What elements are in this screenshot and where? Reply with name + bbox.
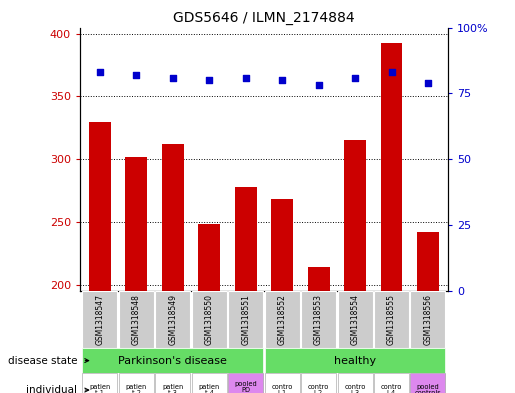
Point	[315, 82, 323, 88]
Text: GSM1318549: GSM1318549	[168, 294, 177, 345]
Text: patien
t 1: patien t 1	[89, 384, 111, 393]
Point	[169, 74, 177, 81]
Bar	[156, 291, 190, 348]
Text: GSM1318547: GSM1318547	[95, 294, 105, 345]
Point	[242, 74, 250, 81]
Bar	[119, 373, 154, 393]
Bar	[228, 373, 263, 393]
Bar	[417, 232, 439, 393]
Bar	[192, 373, 227, 393]
Point	[205, 77, 213, 83]
Bar	[198, 224, 220, 393]
Text: contro
l 3: contro l 3	[345, 384, 366, 393]
Bar	[374, 373, 409, 393]
Text: Parkinson's disease: Parkinson's disease	[118, 356, 227, 365]
Bar	[156, 373, 190, 393]
Text: patien
t 4: patien t 4	[199, 384, 220, 393]
Bar	[82, 291, 117, 348]
Point	[278, 77, 286, 83]
Bar	[344, 140, 366, 393]
Text: GSM1318554: GSM1318554	[351, 294, 359, 345]
Text: GSM1318551: GSM1318551	[241, 294, 250, 345]
Bar	[410, 373, 445, 393]
Bar	[307, 267, 330, 393]
Text: GSM1318548: GSM1318548	[132, 294, 141, 345]
Point	[351, 74, 359, 81]
Bar	[89, 121, 111, 393]
Text: pooled
controls: pooled controls	[415, 384, 441, 393]
Point	[387, 69, 396, 75]
Bar	[374, 291, 409, 348]
Bar	[82, 348, 263, 373]
Bar	[235, 187, 256, 393]
Bar	[301, 373, 336, 393]
Bar	[82, 373, 117, 393]
Point	[132, 72, 141, 78]
Bar	[228, 291, 263, 348]
Bar	[410, 291, 445, 348]
Text: GSM1318550: GSM1318550	[205, 294, 214, 345]
Text: healthy: healthy	[334, 356, 376, 365]
Bar	[265, 291, 300, 348]
Text: individual: individual	[26, 385, 77, 393]
Bar	[271, 199, 293, 393]
Bar	[162, 144, 184, 393]
Bar	[192, 291, 227, 348]
Bar	[119, 291, 154, 348]
Text: contro
l 2: contro l 2	[308, 384, 329, 393]
Text: pooled
PD
patients: pooled PD patients	[232, 381, 260, 393]
Bar	[338, 373, 372, 393]
Text: patien
t 2: patien t 2	[126, 384, 147, 393]
Bar	[338, 291, 372, 348]
Bar	[381, 42, 403, 393]
Point	[96, 69, 104, 75]
Text: GSM1318556: GSM1318556	[423, 294, 433, 345]
Bar	[125, 157, 147, 393]
Text: GSM1318552: GSM1318552	[278, 294, 287, 345]
Point	[424, 80, 432, 86]
Text: GSM1318553: GSM1318553	[314, 294, 323, 345]
Text: contro
l 1: contro l 1	[271, 384, 293, 393]
Text: contro
l 4: contro l 4	[381, 384, 402, 393]
Text: patien
t 3: patien t 3	[162, 384, 183, 393]
Text: disease state: disease state	[8, 356, 77, 365]
Text: GSM1318555: GSM1318555	[387, 294, 396, 345]
Bar	[265, 373, 300, 393]
Bar	[265, 348, 445, 373]
Title: GDS5646 / ILMN_2174884: GDS5646 / ILMN_2174884	[173, 11, 355, 25]
Bar	[301, 291, 336, 348]
